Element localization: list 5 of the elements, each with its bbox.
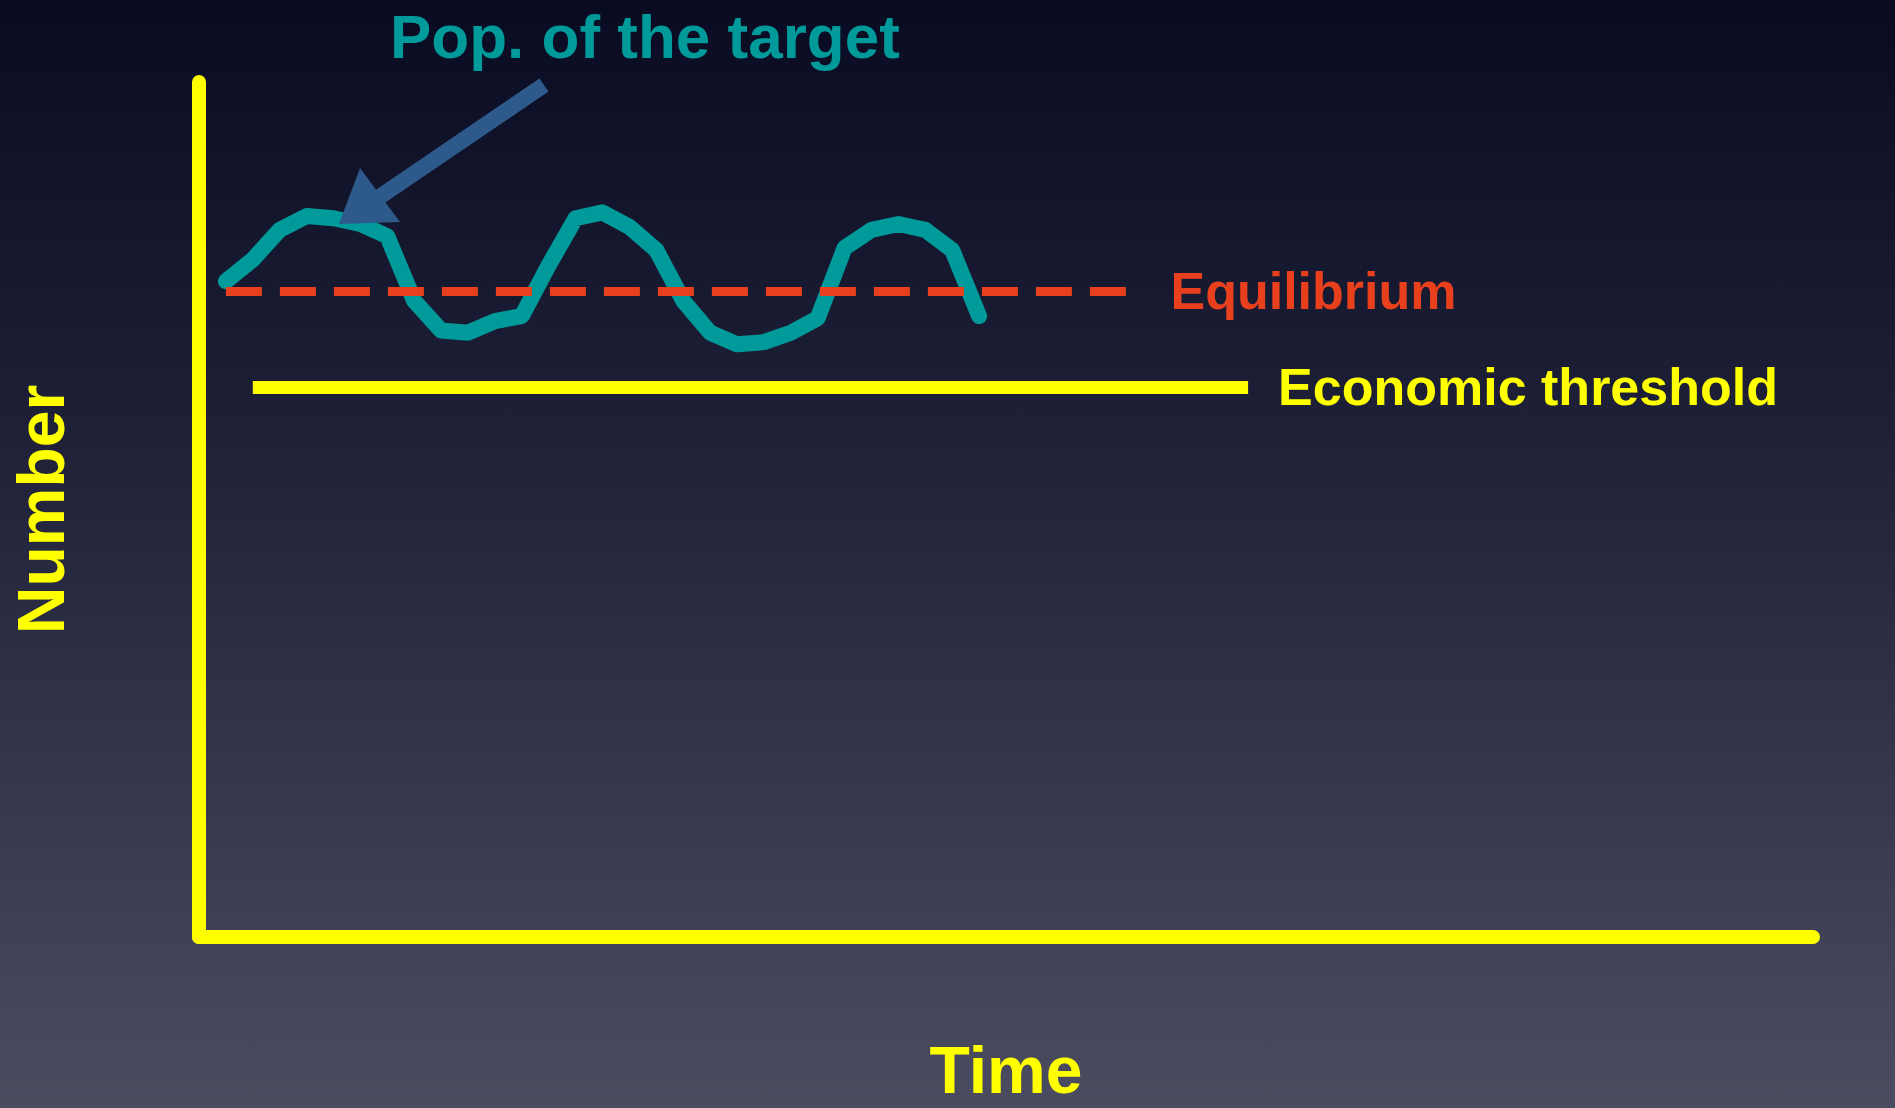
y-axis-title: Number: [4, 384, 78, 635]
ref-line-label: Equilibrium: [1170, 262, 1457, 321]
ref-line-label: Economic threshold: [1278, 358, 1778, 417]
chart-title: Pop. of the target: [390, 1, 900, 71]
x-axis-title: Time: [929, 1033, 1083, 1107]
